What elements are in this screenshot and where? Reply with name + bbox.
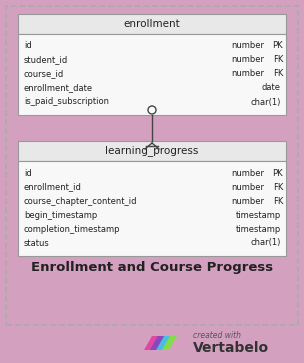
Text: number: number — [231, 183, 264, 192]
Text: id: id — [24, 168, 32, 178]
Text: course_chapter_content_id: course_chapter_content_id — [24, 196, 137, 205]
Text: char(1): char(1) — [250, 238, 281, 248]
Text: Enrollment and Course Progress: Enrollment and Course Progress — [31, 261, 273, 274]
Text: timestamp: timestamp — [236, 211, 281, 220]
Text: student_id: student_id — [24, 56, 68, 65]
Polygon shape — [162, 336, 177, 350]
Text: char(1): char(1) — [250, 98, 281, 106]
Text: created with: created with — [193, 331, 241, 340]
Text: number: number — [231, 41, 264, 50]
Bar — [18, 141, 286, 161]
Text: status: status — [24, 238, 50, 248]
Text: PK: PK — [272, 168, 283, 178]
Text: enrollment_date: enrollment_date — [24, 83, 93, 93]
Bar — [18, 14, 286, 34]
Polygon shape — [144, 336, 159, 350]
Bar — [18, 34, 286, 115]
Text: begin_timestamp: begin_timestamp — [24, 211, 97, 220]
Text: FK: FK — [273, 183, 283, 192]
Bar — [18, 161, 286, 256]
Text: learning_progress: learning_progress — [105, 146, 199, 156]
Text: date: date — [262, 83, 281, 93]
Text: number: number — [231, 168, 264, 178]
Text: PK: PK — [272, 41, 283, 50]
Text: number: number — [231, 69, 264, 78]
Text: enrollment: enrollment — [124, 19, 180, 29]
Text: number: number — [231, 196, 264, 205]
Text: id: id — [24, 41, 32, 50]
Text: enrollment_id: enrollment_id — [24, 183, 82, 192]
Text: Vertabelo: Vertabelo — [193, 341, 269, 355]
Polygon shape — [156, 336, 171, 350]
Text: FK: FK — [273, 56, 283, 65]
Text: FK: FK — [273, 196, 283, 205]
Text: timestamp: timestamp — [236, 224, 281, 233]
Polygon shape — [150, 336, 165, 350]
Text: FK: FK — [273, 69, 283, 78]
Text: completion_timestamp: completion_timestamp — [24, 224, 120, 233]
Text: course_id: course_id — [24, 69, 64, 78]
Text: number: number — [231, 56, 264, 65]
Text: is_paid_subscription: is_paid_subscription — [24, 98, 109, 106]
Bar — [6, 6, 298, 325]
Circle shape — [148, 106, 156, 114]
